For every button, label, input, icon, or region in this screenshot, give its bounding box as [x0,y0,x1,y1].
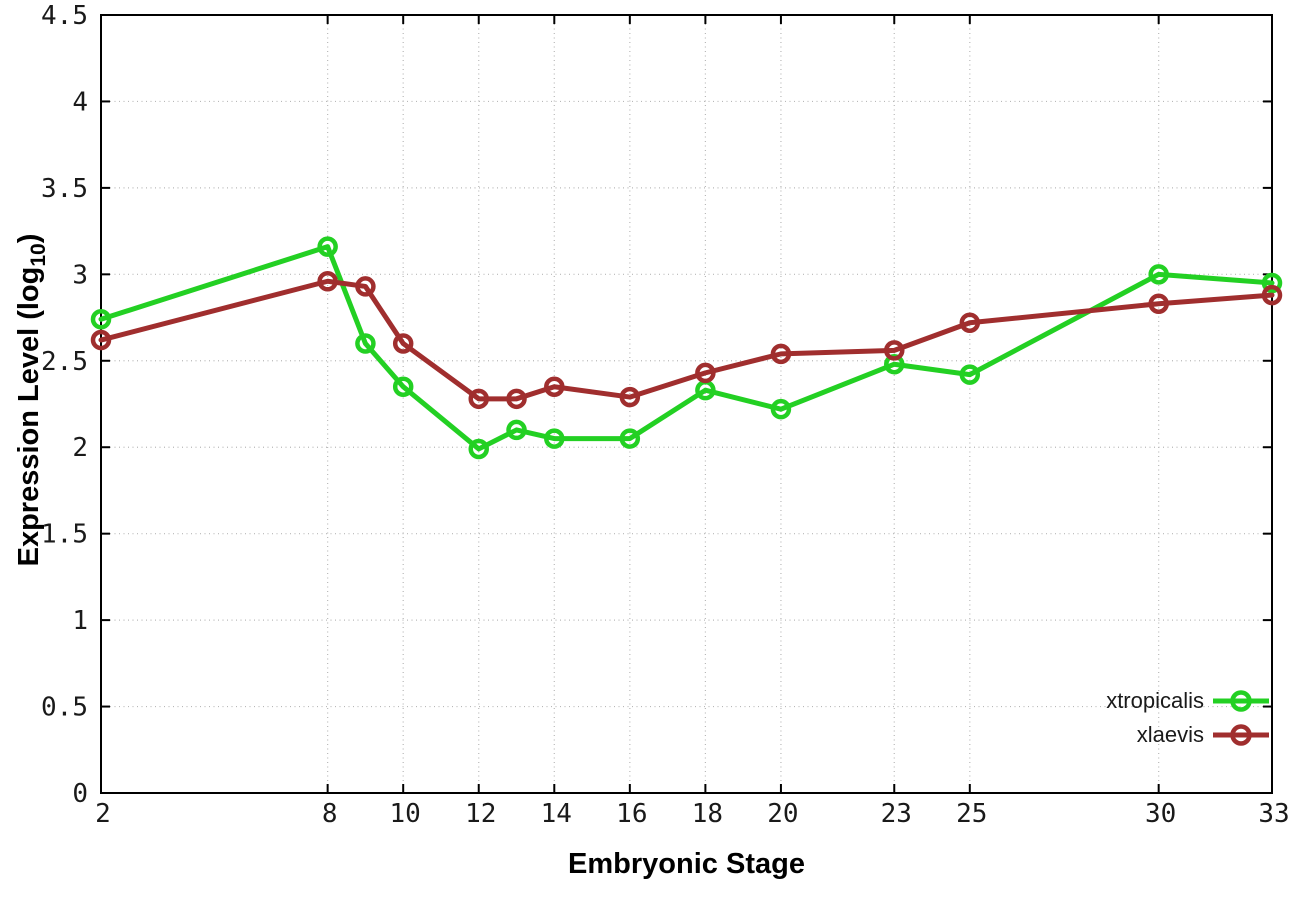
series-xlaevis-point [392,333,414,354]
series-xlaevis-line [98,278,1275,402]
plot-border [100,14,1273,794]
series-xlaevis-point [1261,284,1283,306]
series-xtropicalis-point [1148,264,1169,285]
y-tick-label: 0.5 [41,693,88,723]
series-xtropicalis-point [392,376,414,397]
y-tick-label: 2.5 [41,347,88,377]
series-xlaevis-point [506,388,527,410]
x-tick-label: 30 [1145,799,1176,829]
legend-sample-marker-xlaevis [1230,724,1252,746]
series-xtropicalis-line [98,244,1275,452]
series-xlaevis-point [884,340,905,361]
series-xlaevis-point [355,276,376,297]
y-tick-label: 1 [72,606,88,636]
y-tick-label: 3.5 [41,174,88,204]
y-axis-title: Expression Level (log10) [13,234,50,567]
series-xtropicalis-point [90,309,112,330]
legend-label-xtropicalis: xtropicalis [1106,688,1204,713]
series-xtropicalis-point [506,419,527,441]
y-tick-label: 3 [72,260,88,290]
series-xlaevis-point [1148,293,1169,314]
x-tick-label: 8 [322,799,338,829]
series-xlaevis-point [959,312,981,333]
y-tick-label: 2 [72,433,88,463]
series-xtropicalis-point [544,428,565,449]
x-tick-label: 2 [95,799,111,829]
series-xtropicalis-point [468,438,489,460]
x-tick-label: 12 [465,799,496,829]
x-tick-label: 20 [767,799,798,829]
series-xlaevis-point [619,386,641,408]
x-axis-title: Embryonic Stage [568,848,805,880]
legend-sample-marker-xtropicalis [1230,690,1252,712]
series-xlaevis-point [544,376,565,397]
series-xtropicalis-point [619,428,641,449]
x-tick-label: 33 [1258,799,1289,829]
series-xtropicalis-point [355,333,376,354]
series-xtropicalis-point [959,364,981,385]
series-xtropicalis-point [317,236,338,257]
x-tick-label: 16 [616,799,647,829]
x-tick-label: 18 [692,799,723,829]
y-tick-label: 0 [72,779,88,809]
series-xlaevis-point [695,362,716,384]
series-xtropicalis-point [1261,272,1283,294]
series-xlaevis-point [468,388,489,410]
y-tick-label: 4.5 [41,1,88,31]
y-tick-label: 1.5 [41,520,88,550]
series-xtropicalis-point [770,398,792,420]
series-xlaevis-point [90,329,112,351]
x-tick-label: 25 [956,799,987,829]
x-tick-label: 23 [881,799,912,829]
x-tick-label: 10 [390,799,421,829]
series-xlaevis-point [317,270,338,292]
series-xlaevis-point [770,343,792,365]
legend-label-xlaevis: xlaevis [1136,722,1204,747]
y-tick-label: 4 [72,87,88,117]
x-tick-label: 14 [541,799,572,829]
